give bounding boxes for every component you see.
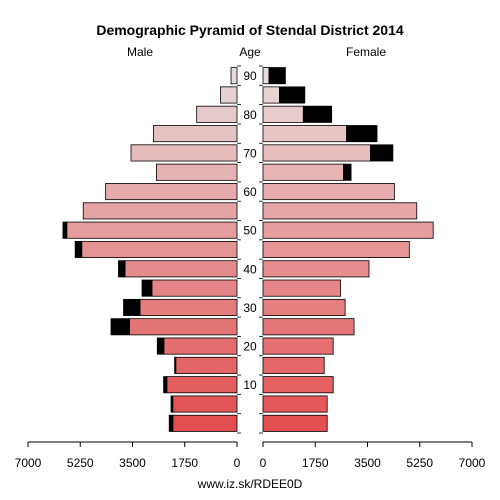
female-excess-85-89: [279, 86, 306, 104]
male-bar-90+: [230, 67, 238, 85]
age-tick-label: 10: [243, 378, 257, 392]
x-tick-label-male: 0: [234, 456, 241, 470]
male-bar-25-29: [129, 318, 238, 336]
male-bar-5-9: [172, 395, 238, 413]
male-excess-50-54: [62, 221, 68, 239]
female-bars: [262, 67, 434, 432]
female-bar-0-4: [262, 414, 328, 432]
age-label: Age: [239, 45, 261, 59]
age-tick-label: 70: [243, 146, 257, 160]
female-bar-60-64: [262, 183, 395, 201]
male-excess-35-39: [141, 279, 153, 297]
female-label: Female: [346, 45, 386, 59]
female-bar-70-74: [262, 144, 371, 162]
male-excess-15-19: [174, 356, 177, 374]
x-axis-male: 7000 5250 3500 1750 0: [15, 441, 241, 470]
x-tick-label-female: 1750: [302, 456, 329, 470]
male-excess-25-29: [110, 318, 130, 336]
female-bar-30-34: [262, 298, 346, 316]
female-excess-80-84: [302, 105, 333, 123]
female-bar-65-69: [262, 163, 345, 181]
age-tick-label: 40: [243, 262, 257, 276]
female-bar-5-9: [262, 395, 328, 413]
female-bar-50-54: [262, 221, 434, 239]
x-axis-female: 0 1750 3500 5250 7000: [260, 441, 486, 470]
male-bar-65-69: [155, 163, 238, 181]
male-bar-10-14: [166, 376, 238, 394]
female-excess-70-74: [370, 144, 394, 162]
male-bar-20-24: [163, 337, 238, 355]
x-tick-label-female: 0: [260, 456, 267, 470]
female-bar-75-79: [262, 125, 347, 143]
female-bar-15-19: [262, 356, 325, 374]
male-bar-55-59: [82, 202, 238, 220]
male-excess-30-34: [123, 298, 141, 316]
female-excess-75-79: [346, 125, 378, 143]
x-tick-label-male: 3500: [119, 456, 146, 470]
female-bar-10-14: [262, 376, 334, 394]
x-tick-label-female: 7000: [459, 456, 486, 470]
male-bars: [62, 67, 238, 432]
age-tick-label: 60: [243, 185, 257, 199]
male-excess-5-9: [170, 395, 174, 413]
male-bar-80-84: [196, 105, 238, 123]
male-excess-20-24: [156, 337, 165, 355]
male-excess-40-44: [118, 260, 126, 278]
female-bar-45-49: [262, 240, 410, 259]
male-bar-40-44: [124, 260, 238, 278]
male-bar-45-49: [81, 240, 238, 259]
male-excess-45-49: [74, 240, 83, 259]
female-excess-65-69: [343, 163, 352, 181]
female-bar-40-44: [262, 260, 370, 278]
male-bar-30-34: [139, 298, 238, 316]
male-bar-60-64: [105, 183, 238, 201]
male-bar-0-4: [172, 414, 238, 432]
female-bar-55-59: [262, 202, 418, 220]
age-axis: 10 20 30 40 50 60 70 80 90: [237, 65, 263, 434]
male-label: Male: [127, 45, 153, 59]
female-bar-25-29: [262, 318, 355, 336]
x-tick-label-male: 5250: [67, 456, 94, 470]
male-excess-0-4: [168, 414, 174, 432]
female-bar-80-84: [262, 105, 304, 123]
female-excess-90+: [268, 67, 286, 85]
age-tick-label: 50: [243, 224, 257, 238]
female-bar-90+: [262, 67, 270, 85]
x-tick-label-female: 3500: [354, 456, 381, 470]
male-excess-10-14: [163, 376, 168, 394]
male-bar-70-74: [130, 144, 238, 162]
male-bar-75-79: [152, 125, 238, 143]
male-bar-35-39: [151, 279, 238, 297]
age-tick-label: 20: [243, 340, 257, 354]
age-tick-label: 30: [243, 301, 257, 315]
chart-title: Demographic Pyramid of Stendal District …: [96, 22, 404, 38]
male-bar-15-19: [175, 356, 238, 374]
male-bar-50-54: [66, 221, 238, 239]
x-tick-label-female: 5250: [406, 456, 433, 470]
age-tick-label: 80: [243, 108, 257, 122]
female-bar-85-89: [262, 86, 280, 104]
female-bar-35-39: [262, 279, 342, 297]
x-tick-label-male: 1750: [171, 456, 198, 470]
x-tick-label-male: 7000: [15, 456, 42, 470]
male-bar-85-89: [220, 86, 238, 104]
age-tick-label: 90: [243, 69, 257, 83]
footer-source: www.iz.sk/RDEE0D: [197, 477, 303, 491]
female-bar-20-24: [262, 337, 334, 355]
